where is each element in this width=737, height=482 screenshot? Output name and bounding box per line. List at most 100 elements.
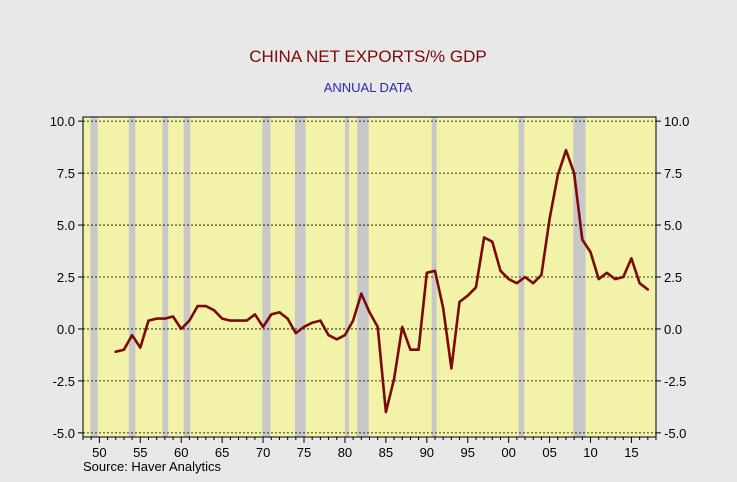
data-point <box>114 351 117 353</box>
data-point <box>548 218 551 220</box>
data-point <box>155 317 158 320</box>
data-point <box>245 319 248 322</box>
data-point <box>123 348 125 351</box>
data-point <box>622 276 625 278</box>
data-point <box>196 305 199 307</box>
data-point <box>262 326 264 328</box>
chart-subtitle: ANNUAL DATA <box>324 80 413 95</box>
data-point <box>532 282 535 285</box>
x-tick-label: 95 <box>460 445 474 460</box>
data-point <box>491 240 494 243</box>
data-point <box>164 317 166 320</box>
y-tick-label-right: -2.5 <box>664 374 686 389</box>
data-point <box>172 315 174 318</box>
data-point <box>417 348 420 351</box>
data-point <box>352 319 354 322</box>
recession-band-2 <box>162 117 169 437</box>
plot-area: 10.0 10.0 7.5 7.5 5.0 5.0 2.5 2.5 0.0 0.0 -2.5 -2.5… <box>50 114 690 460</box>
y-tick-label-left: 7.5 <box>57 166 75 181</box>
data-point <box>458 301 461 303</box>
x-tick-label: 75 <box>297 445 311 460</box>
data-point <box>516 282 518 285</box>
data-point <box>475 286 477 289</box>
y-tick-label-right: 7.5 <box>664 166 682 181</box>
data-point <box>139 346 142 349</box>
data-point <box>393 378 395 380</box>
data-point <box>376 326 379 328</box>
x-tick-label: 00 <box>501 445 515 460</box>
x-tick-label: 65 <box>215 445 229 460</box>
data-point <box>303 326 305 328</box>
data-point <box>565 149 567 152</box>
data-point <box>213 309 215 312</box>
data-point <box>638 282 641 285</box>
recession-band-8 <box>431 117 437 437</box>
data-point <box>229 319 232 322</box>
recession-band-6 <box>344 117 350 437</box>
data-point <box>131 334 133 336</box>
data-point <box>180 328 183 330</box>
y-tick-label-left: 10.0 <box>50 114 75 129</box>
recession-band-3 <box>183 117 191 437</box>
data-point <box>278 311 281 314</box>
data-point <box>589 251 592 253</box>
x-tick-label: 10 <box>583 445 597 460</box>
data-point <box>507 278 510 280</box>
y-tick-label-right: -5.0 <box>664 426 686 441</box>
y-tick-label-left: 0.0 <box>57 322 75 337</box>
data-point <box>188 319 191 322</box>
data-point <box>221 317 223 320</box>
x-tick-label: 55 <box>133 445 147 460</box>
data-point <box>319 319 322 322</box>
x-tick-label: 15 <box>624 445 638 460</box>
data-point <box>606 272 608 274</box>
data-point <box>409 348 412 351</box>
data-point <box>344 334 346 336</box>
y-tick-label-right: 0.0 <box>664 322 682 337</box>
data-point <box>442 307 444 309</box>
data-point <box>581 238 584 241</box>
data-point <box>270 313 273 316</box>
data-point <box>286 317 289 320</box>
data-point <box>630 257 633 260</box>
recession-band-7 <box>357 117 369 437</box>
data-point <box>597 278 600 280</box>
y-tick-label-left: -5.0 <box>53 426 75 441</box>
data-point <box>573 172 575 174</box>
x-tick-label: 05 <box>542 445 556 460</box>
data-point <box>434 269 436 272</box>
data-point <box>254 313 256 316</box>
y-tick-label-right: 5.0 <box>664 218 682 233</box>
data-point <box>499 269 502 272</box>
x-tick-label: 80 <box>338 445 352 460</box>
y-tick-label-right: 10.0 <box>664 114 689 129</box>
data-point <box>426 272 428 274</box>
data-point <box>483 236 485 239</box>
data-point <box>360 292 363 295</box>
source-note: Source: Haver Analytics <box>83 459 222 474</box>
data-point <box>311 321 314 324</box>
x-tick-label: 60 <box>174 445 188 460</box>
data-point <box>335 338 338 341</box>
y-tick-label-left: 2.5 <box>57 270 75 285</box>
data-point <box>401 326 404 328</box>
x-tick-label: 70 <box>256 445 270 460</box>
data-point <box>647 288 649 291</box>
recession-band-9 <box>518 117 525 437</box>
data-point <box>524 276 526 278</box>
y-tick-label-left: -2.5 <box>53 374 75 389</box>
data-point <box>614 278 616 280</box>
data-point <box>147 319 150 322</box>
y-tick-label-left: 5.0 <box>57 218 75 233</box>
data-point <box>368 311 371 314</box>
data-point <box>556 174 559 176</box>
data-point <box>450 367 453 370</box>
x-tick-label: 85 <box>379 445 393 460</box>
data-point <box>466 294 469 297</box>
series-line-0 <box>114 148 650 414</box>
y-tick-label-right: 2.5 <box>664 270 682 285</box>
data-point <box>385 411 387 413</box>
recession-band-4 <box>262 117 271 437</box>
